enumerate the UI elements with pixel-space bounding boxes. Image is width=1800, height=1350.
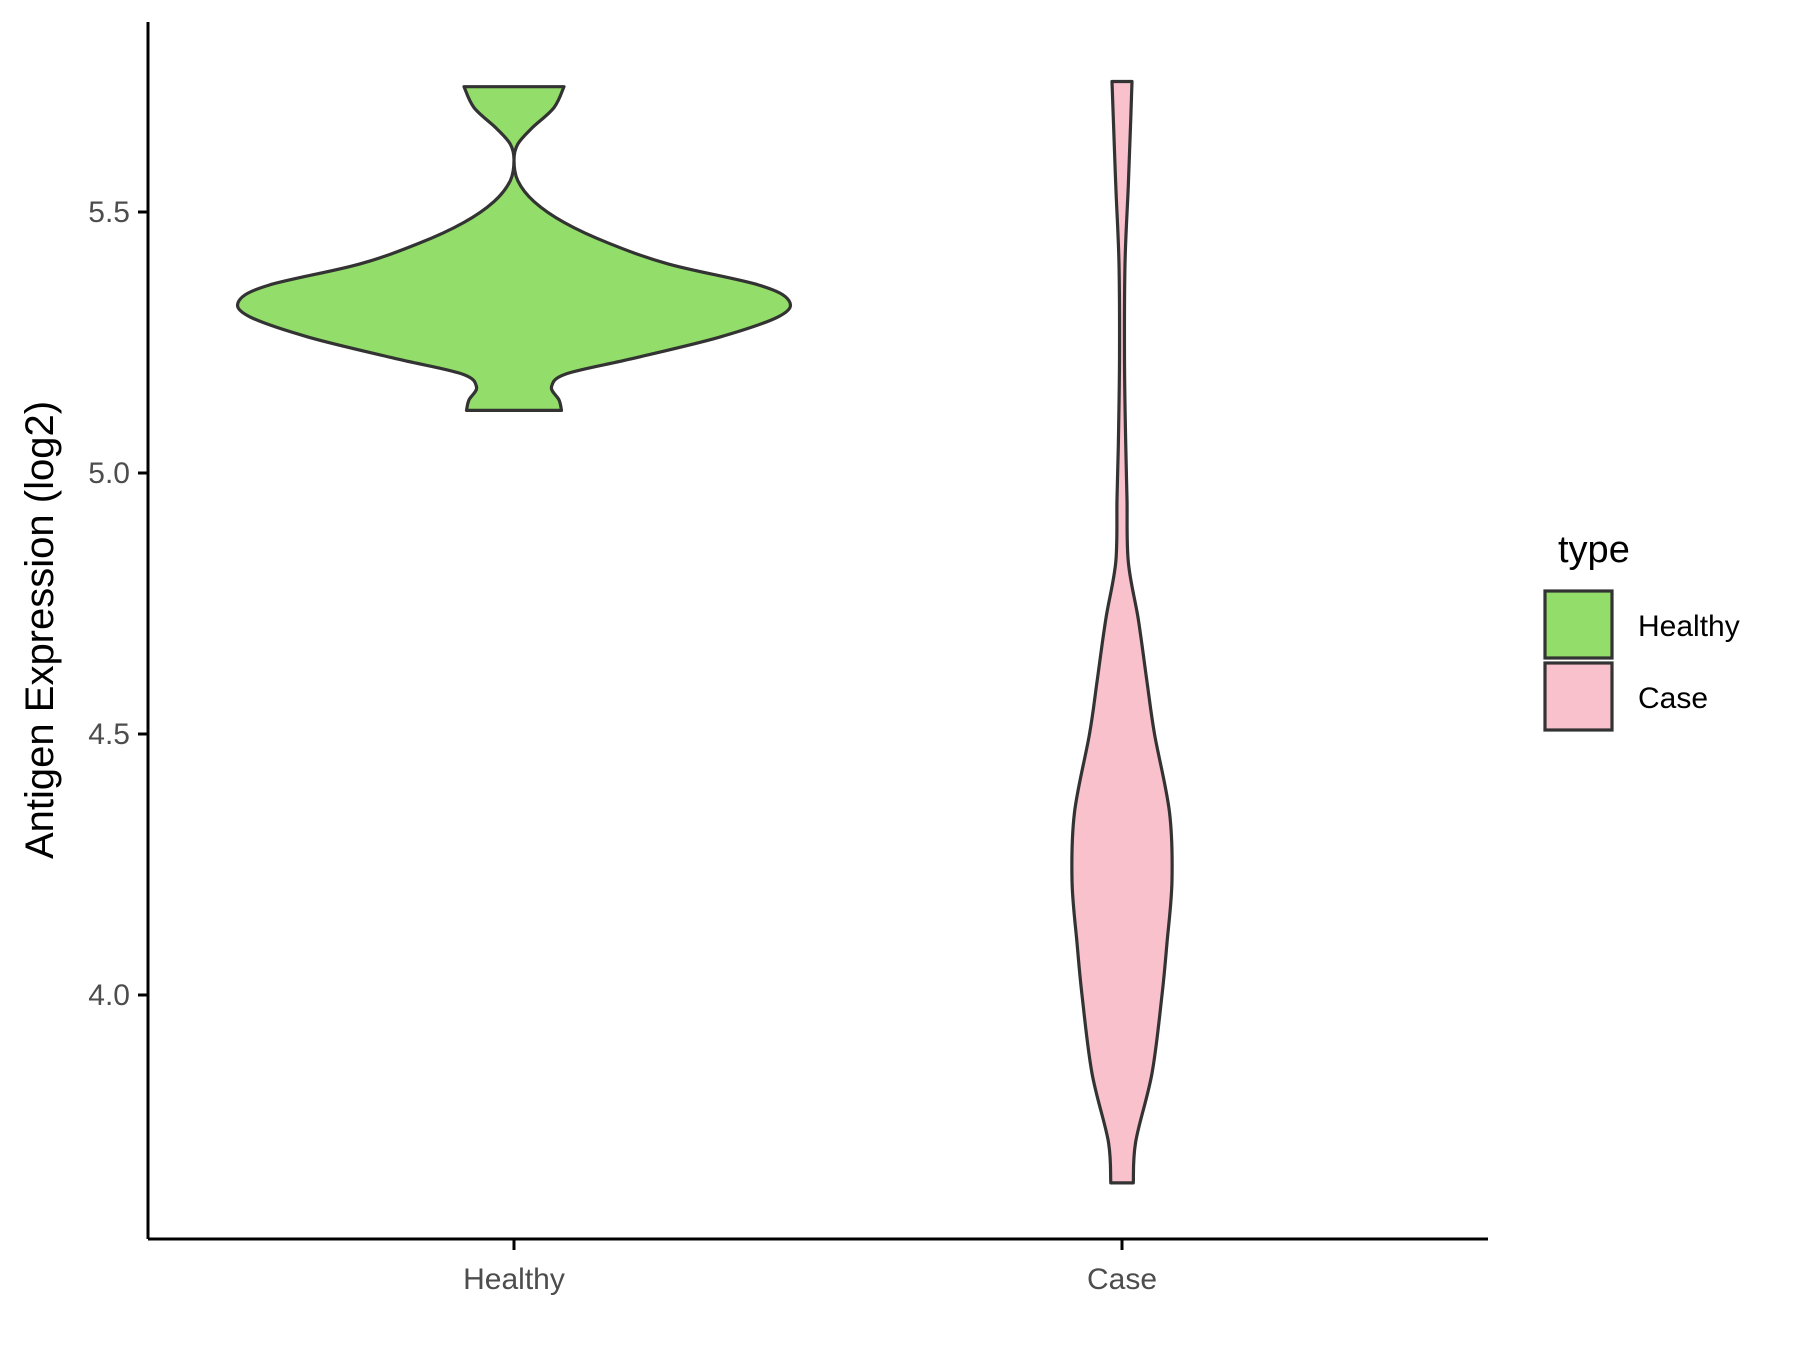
axes	[146, 22, 1488, 1241]
violin-layer	[235, 79, 1174, 1185]
y-tick-label: 4.0	[88, 979, 130, 1012]
y-tick-label: 4.5	[88, 718, 130, 751]
x-tick-label: Healthy	[463, 1263, 565, 1296]
y-axis-title: Antigen Expression (log2)	[18, 401, 62, 859]
x-tick-label: Case	[1087, 1263, 1157, 1296]
legend-key-healthy	[1543, 589, 1614, 660]
legend-title: type	[1558, 529, 1630, 571]
y-ticks: 4.0 4.5 5.0 5.5	[88, 196, 148, 1012]
y-tick-label: 5.5	[88, 196, 130, 229]
violin-case	[1070, 79, 1174, 1185]
legend-label-case: Case	[1638, 682, 1708, 715]
legend: type Healthy Case	[1543, 529, 1740, 732]
legend-label-healthy: Healthy	[1638, 610, 1740, 643]
violin-healthy	[235, 85, 793, 412]
x-ticks: Healthy Case	[463, 1239, 1157, 1296]
legend-key-case	[1543, 661, 1614, 732]
y-tick-label: 5.0	[88, 457, 130, 490]
